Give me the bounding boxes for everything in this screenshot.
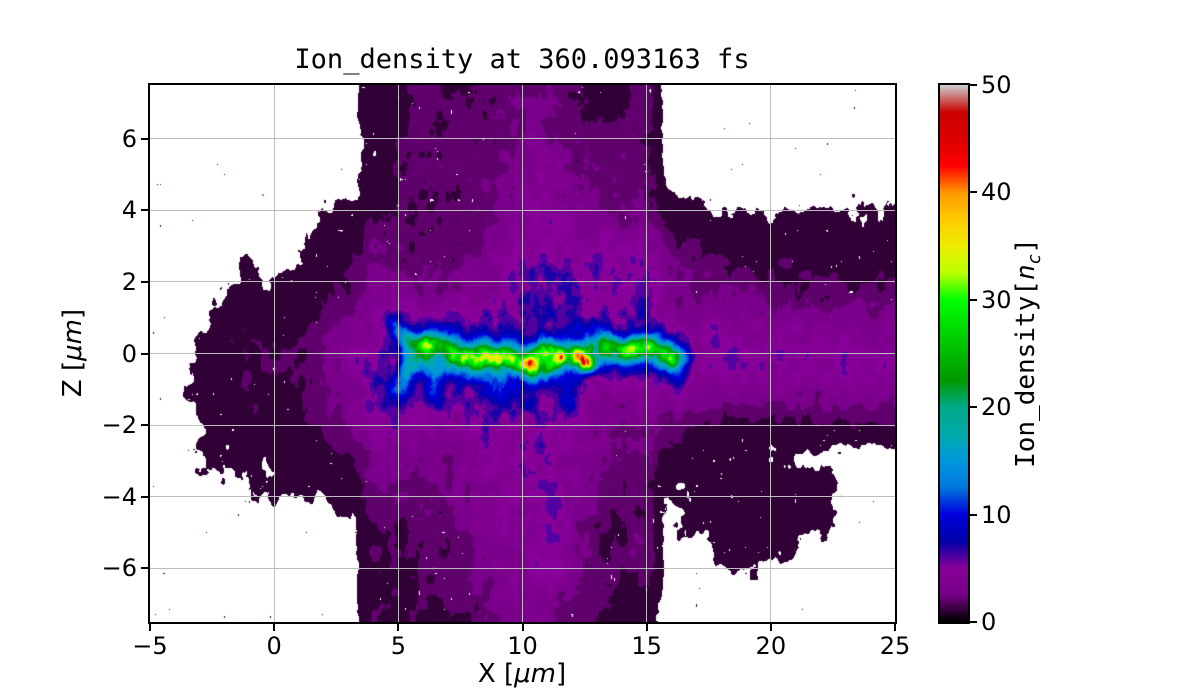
- y-axis-tick: [141, 280, 148, 283]
- x-tick-label: 20: [755, 632, 787, 660]
- grid-line-horizontal: [150, 424, 895, 426]
- y-tick-label: −6: [101, 554, 137, 583]
- x-axis-label-open-bracket: [: [503, 659, 515, 689]
- y-axis-label-units: μm: [58, 319, 88, 361]
- y-axis-label-name: Z: [58, 379, 88, 398]
- y-axis-tick: [141, 495, 148, 498]
- x-axis-label-units: μm: [514, 659, 556, 689]
- plot-area: [148, 83, 897, 624]
- grid-line-horizontal: [150, 353, 895, 354]
- x-axis-tick: [397, 624, 400, 631]
- plot-title: Ion_density at 360.093163 fs: [294, 44, 750, 75]
- colorbar-tick: [970, 406, 977, 409]
- colorbar-label-subscript: c: [1025, 253, 1046, 265]
- colorbar-tick-label: 20: [981, 393, 1012, 422]
- y-axis-tick: [141, 424, 148, 427]
- x-axis-label-name: X: [477, 659, 496, 689]
- y-axis-label: Z [μm]: [58, 309, 88, 397]
- x-axis-tick: [645, 624, 648, 631]
- grid-line-horizontal: [150, 138, 895, 140]
- y-axis-tick: [141, 567, 148, 570]
- colorbar-tick-label: 10: [981, 500, 1012, 529]
- colorbar: [938, 83, 970, 624]
- grid-line-horizontal: [150, 496, 895, 498]
- y-tick-label: −2: [101, 411, 137, 440]
- colorbar-label-prefix: Ion_density[: [1010, 280, 1041, 468]
- colorbar-tick: [970, 621, 977, 623]
- colorbar-tick: [970, 191, 977, 194]
- x-axis-tick: [769, 624, 772, 631]
- x-axis-tick: [521, 624, 524, 631]
- y-tick-label: 4: [121, 196, 137, 225]
- colorbar-tick: [970, 84, 977, 86]
- y-axis-tick: [141, 209, 148, 212]
- colorbar-tick: [970, 513, 977, 516]
- x-tick-label: −5: [132, 632, 168, 660]
- colorbar-tick-label: 30: [981, 285, 1012, 314]
- y-axis-tick: [141, 352, 148, 355]
- x-tick-label: 0: [266, 632, 282, 660]
- grid-line-horizontal: [150, 567, 895, 569]
- x-tick-label: 5: [390, 632, 406, 660]
- colorbar-canvas: [940, 85, 968, 622]
- colorbar-label-suffix: ]: [1010, 238, 1041, 254]
- colorbar-tick: [970, 298, 977, 301]
- y-tick-label: 2: [121, 267, 137, 296]
- x-tick-label: 10: [507, 632, 538, 660]
- grid-line-horizontal: [150, 209, 895, 211]
- colorbar-tick-label: 40: [981, 178, 1012, 207]
- y-axis-tick: [141, 137, 148, 140]
- x-axis-label: X [μm]: [478, 659, 566, 689]
- colorbar-tick-label: 50: [981, 71, 1012, 99]
- x-axis-tick: [894, 624, 896, 631]
- x-tick-label: 15: [631, 632, 662, 660]
- x-axis-tick: [273, 624, 276, 631]
- y-tick-label: −4: [101, 482, 137, 511]
- x-axis-label-close-bracket: ]: [555, 659, 567, 689]
- colorbar-label: Ion_density[nc]: [1011, 238, 1045, 468]
- colorbar-label-variable: n: [1010, 264, 1041, 281]
- grid-line-horizontal: [150, 281, 895, 283]
- x-axis-tick: [149, 624, 151, 631]
- colorbar-tick-label: 0: [981, 608, 997, 636]
- y-tick-label: 6: [121, 124, 137, 153]
- y-axis-label-open-bracket: [: [58, 360, 88, 372]
- x-tick-label: 25: [879, 632, 911, 660]
- y-tick-label: 0: [121, 339, 137, 368]
- y-axis-label-close-bracket: ]: [58, 308, 88, 320]
